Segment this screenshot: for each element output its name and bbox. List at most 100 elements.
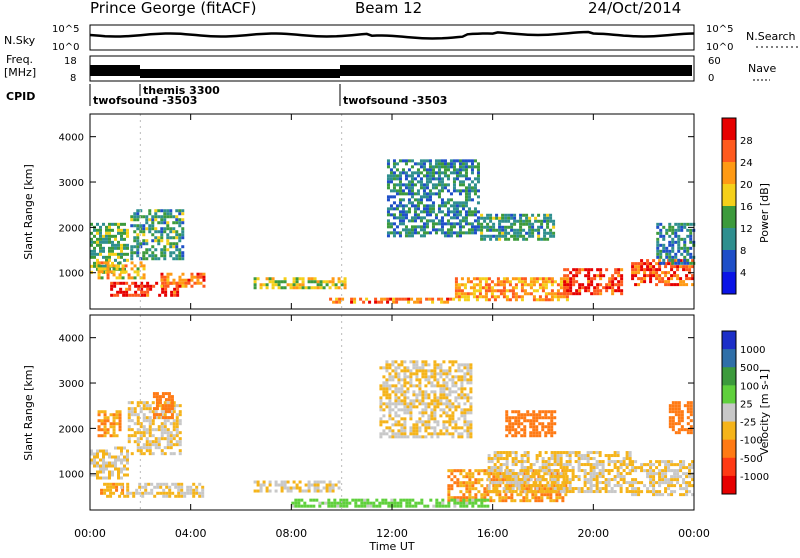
vel-cell: [289, 489, 293, 493]
vel-cell: [405, 501, 409, 505]
vel-cell: [495, 478, 499, 482]
vel-cell: [172, 425, 176, 429]
power-cell: [455, 168, 459, 172]
vel-cell: [357, 504, 361, 508]
vel-cell: [168, 491, 172, 495]
vel-cell: [403, 402, 407, 406]
vel-cell: [385, 387, 389, 391]
vel-cell: [409, 402, 413, 406]
power-cell: [658, 277, 662, 281]
vel-cell: [96, 470, 99, 474]
power-cell: [386, 165, 390, 169]
power-cell: [146, 281, 150, 285]
power-cell: [665, 252, 669, 256]
power-cell: [434, 162, 438, 166]
vel-cell: [412, 432, 416, 436]
power-cell: [116, 290, 120, 294]
power-cell: [410, 159, 414, 163]
power-cell: [413, 228, 417, 232]
power-cell: [154, 212, 158, 216]
power-cell: [495, 213, 499, 217]
vel-cell: [613, 484, 617, 488]
vel-cell: [142, 416, 146, 420]
power-cell: [425, 183, 429, 187]
vel-cell: [502, 451, 506, 455]
power-cell: [686, 228, 690, 232]
vel-cell: [90, 473, 93, 477]
power-cell: [416, 162, 420, 166]
power-cell: [431, 183, 435, 187]
vel-cell: [489, 472, 493, 476]
vel-cell: [163, 401, 167, 405]
power-cell: [680, 237, 684, 241]
vel-cell: [538, 416, 542, 420]
vel-cell: [673, 472, 677, 476]
vel-cell: [535, 484, 539, 488]
vel-cell: [430, 435, 434, 439]
y-tick-label: 4000: [59, 133, 84, 144]
vel-cell: [164, 398, 168, 402]
vel-cell: [668, 416, 672, 420]
vel-cell: [253, 489, 257, 493]
power-cell: [455, 210, 459, 214]
vel-cell: [532, 431, 536, 435]
power-cell: [525, 216, 529, 220]
vel-cell: [450, 487, 454, 491]
power-cell: [590, 280, 594, 284]
power-cell: [410, 228, 414, 232]
vel-cell: [471, 481, 475, 485]
vel-cell: [561, 499, 565, 503]
power-cell: [395, 300, 399, 304]
vel-cell: [547, 490, 551, 494]
power-cell: [458, 189, 462, 193]
power-cell: [685, 265, 689, 269]
vel-cell: [538, 410, 542, 414]
vel-cell: [529, 434, 533, 438]
vel-cell: [592, 463, 596, 467]
colorbar-segment: [722, 475, 736, 495]
power-cell: [422, 231, 426, 235]
power-cell: [440, 201, 444, 205]
power-cell: [122, 290, 126, 294]
vel-cell: [465, 501, 469, 505]
power-cell: [649, 277, 653, 281]
vel-cell: [145, 401, 149, 405]
vel-cell: [469, 420, 473, 424]
power-cell: [614, 283, 618, 287]
power-cell: [540, 222, 544, 226]
power-cell: [667, 262, 671, 266]
power-cell: [169, 245, 173, 249]
power-cell: [552, 222, 556, 226]
power-cell: [559, 277, 563, 281]
vel-cell: [391, 375, 395, 379]
power-cell: [125, 287, 129, 291]
vel-cell: [646, 463, 650, 467]
power-cell: [316, 280, 320, 284]
vel-cell: [372, 504, 376, 508]
vel-cell: [409, 408, 413, 412]
nave-tick-top: 60: [708, 56, 721, 67]
power-cell: [419, 159, 423, 163]
power-cell: [463, 295, 467, 299]
vel-cell: [559, 460, 563, 464]
vel-cell: [613, 466, 617, 470]
power-cell: [404, 225, 408, 229]
vel-cell: [90, 461, 93, 465]
vel-cell: [634, 460, 638, 464]
vel-cell: [607, 463, 611, 467]
vel-cell: [427, 423, 431, 427]
vel-cell: [691, 460, 695, 464]
vel-cell: [93, 452, 96, 456]
vel-cell: [595, 484, 599, 488]
power-cell: [475, 298, 479, 302]
power-cell: [552, 225, 556, 229]
vel-cell: [421, 435, 425, 439]
vel-cell: [133, 410, 137, 414]
power-cell: [90, 252, 93, 256]
vel-cell: [511, 425, 515, 429]
vel-cell: [640, 463, 644, 467]
vel-cell: [498, 472, 502, 476]
power-cell: [410, 186, 414, 190]
power-cell: [190, 278, 194, 282]
vel-cell: [552, 499, 556, 503]
